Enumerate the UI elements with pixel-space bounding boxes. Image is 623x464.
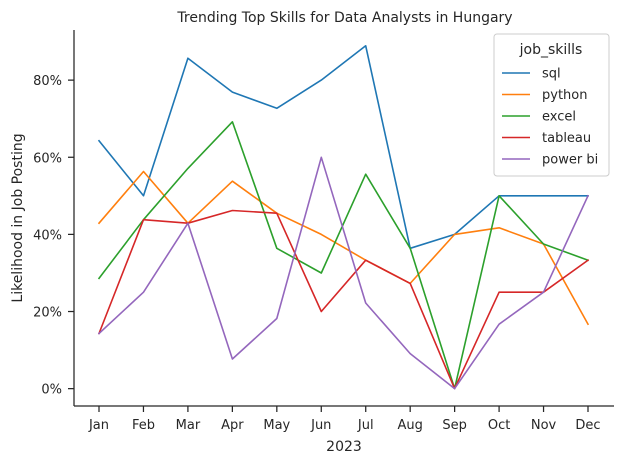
x-tick-label: Oct <box>488 418 510 433</box>
legend-items: sql python excel tableau power bi <box>502 67 598 168</box>
y-tick-label: 40% <box>33 228 62 243</box>
x-tick-label: May <box>263 418 290 433</box>
legend-label: power bi <box>542 153 598 168</box>
y-axis-title: Likelihood in Job Posting <box>10 133 26 302</box>
legend-title: job_skills <box>519 42 583 58</box>
y-ticks: 0% 20% 40% 60% 80% <box>33 74 74 398</box>
x-tick-label: Jan <box>88 418 109 433</box>
legend-label: sql <box>542 67 561 82</box>
legend-label: tableau <box>542 131 591 146</box>
x-ticks: Jan Feb Mar Apr May Jun Jul Aug Sep Oct Nov Dec <box>88 406 601 433</box>
legend: job_skills sql python excel tableau power bi <box>493 33 610 177</box>
series-line-power-bi <box>97 156 590 390</box>
legend-label: python <box>542 88 587 103</box>
x-tick-label: Jun <box>310 418 331 433</box>
series-line-excel <box>97 121 590 390</box>
y-tick-label: 80% <box>33 74 62 89</box>
series-line-tableau <box>97 209 590 390</box>
x-tick-label: Feb <box>132 418 155 433</box>
y-tick-label: 60% <box>33 151 62 166</box>
x-tick-label: Mar <box>176 418 201 433</box>
y-tick-label: 20% <box>33 306 62 321</box>
plot-area <box>97 44 590 390</box>
axes <box>73 30 614 407</box>
legend-label: excel <box>542 110 576 125</box>
x-tick-label: Nov <box>531 418 557 433</box>
x-tick-label: Sep <box>442 418 467 433</box>
series-line-python <box>97 170 590 326</box>
y-tick-label: 0% <box>41 383 62 398</box>
series-line-sql <box>97 44 589 250</box>
x-tick-label: Dec <box>575 418 600 433</box>
x-axis-title: 2023 <box>326 439 362 455</box>
legend-frame <box>493 33 610 177</box>
x-tick-label: Jul <box>357 418 374 433</box>
chart-title: Trending Top Skills for Data Analysts in… <box>176 10 512 26</box>
x-tick-label: Aug <box>397 418 422 433</box>
x-tick-label: Apr <box>221 418 244 433</box>
